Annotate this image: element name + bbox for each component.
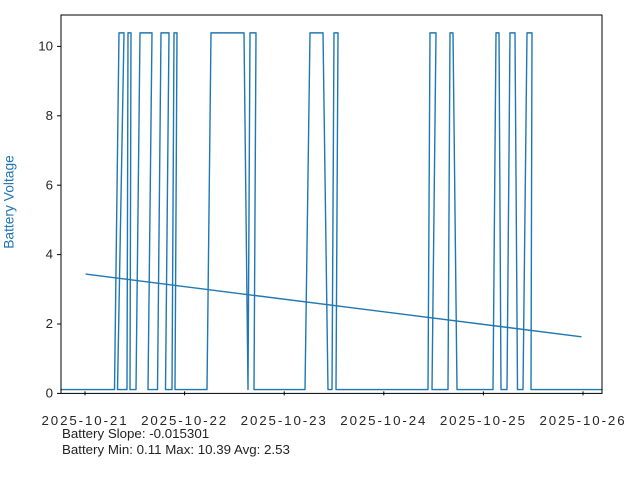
svg-text:2025-10-26: 2025-10-26 xyxy=(539,413,626,428)
svg-text:10: 10 xyxy=(38,39,53,54)
svg-text:Battery Slope: -0.015301: Battery Slope: -0.015301 xyxy=(62,426,209,441)
svg-text:2: 2 xyxy=(46,316,53,331)
svg-text:6: 6 xyxy=(46,177,53,192)
svg-text:0: 0 xyxy=(46,386,53,401)
svg-text:2025-10-23: 2025-10-23 xyxy=(241,413,328,428)
svg-text:Battery Min: 0.11 Max: 10.39 A: Battery Min: 0.11 Max: 10.39 Avg: 2.53 xyxy=(62,442,290,457)
svg-text:8: 8 xyxy=(46,108,53,123)
svg-text:2025-10-24: 2025-10-24 xyxy=(340,413,427,428)
svg-text:4: 4 xyxy=(46,247,53,262)
svg-text:Battery Voltage: Battery Voltage xyxy=(2,155,17,249)
svg-text:2025-10-25: 2025-10-25 xyxy=(440,413,527,428)
